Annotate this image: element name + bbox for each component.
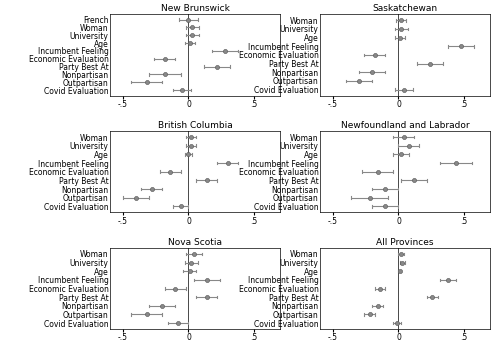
Title: British Columbia: British Columbia bbox=[158, 121, 232, 130]
Title: Nova Scotia: Nova Scotia bbox=[168, 238, 222, 247]
Title: All Provinces: All Provinces bbox=[376, 238, 434, 247]
Title: New Brunswick: New Brunswick bbox=[160, 4, 230, 13]
Title: Newfoundland and Labrador: Newfoundland and Labrador bbox=[340, 121, 469, 130]
Title: Saskatchewan: Saskatchewan bbox=[372, 4, 438, 13]
